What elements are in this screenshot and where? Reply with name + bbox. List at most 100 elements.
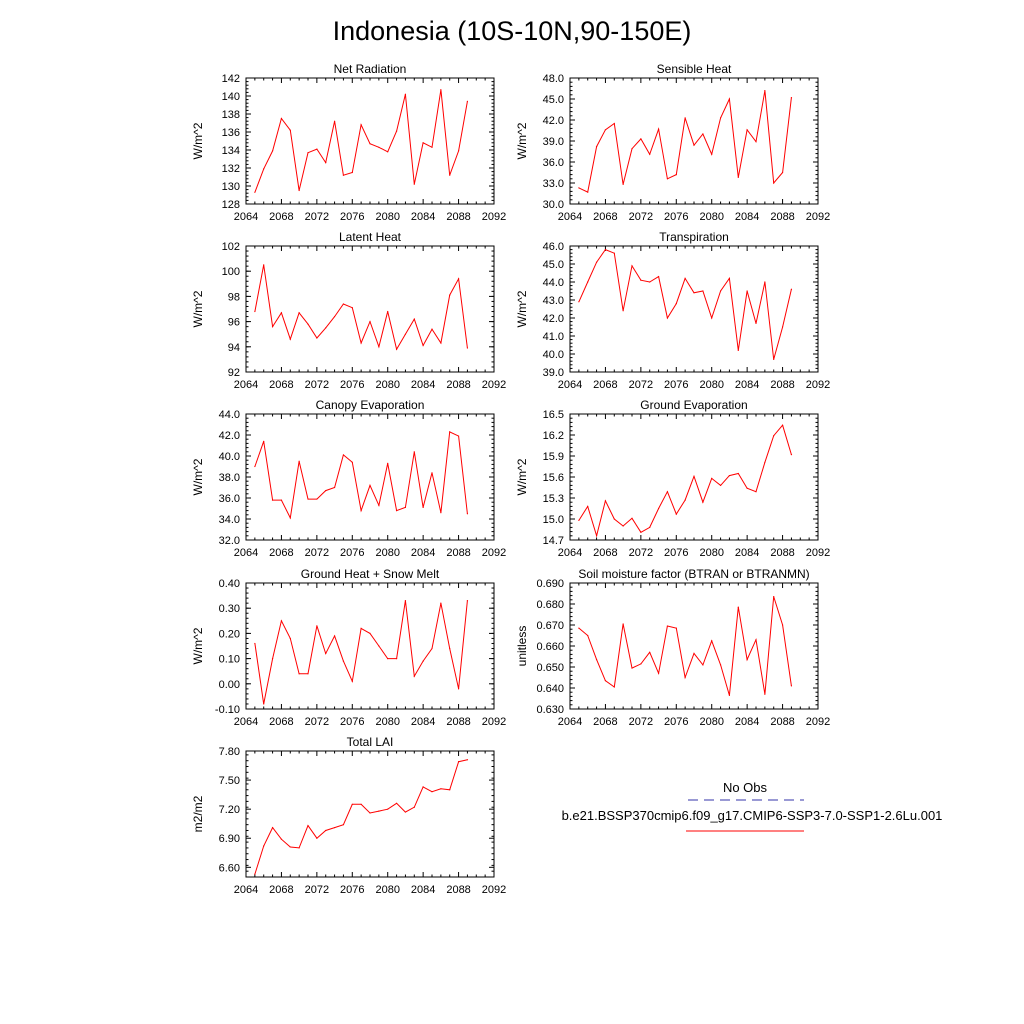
x-tick-label: 2092 xyxy=(806,716,830,728)
x-tick-label: 2068 xyxy=(593,379,617,391)
data-point xyxy=(342,174,345,176)
data-point xyxy=(351,171,353,174)
data-point xyxy=(422,660,424,662)
data-point xyxy=(466,759,469,761)
x-tick-label: 2088 xyxy=(770,211,794,223)
y-tick-label: 40.0 xyxy=(219,451,240,463)
x-tick-label: 2084 xyxy=(411,547,435,559)
data-point xyxy=(622,310,624,312)
data-point xyxy=(595,659,598,661)
y-axis-label: W/m^2 xyxy=(191,290,205,327)
legend: No Obs b.e21.BSSP370cmip6.f09_g17.CMIP6-… xyxy=(562,780,943,832)
panel-title: Soil moisture factor (BTRAN or BTRANMN) xyxy=(578,567,809,581)
y-tick-label: -0.10 xyxy=(215,704,240,716)
data-point xyxy=(289,846,291,848)
x-tick-label: 2076 xyxy=(664,211,688,223)
data-point xyxy=(378,146,380,148)
plot-frame xyxy=(245,582,495,710)
data-point xyxy=(440,512,442,514)
x-tick-label: 2064 xyxy=(234,884,258,896)
data-point xyxy=(755,639,757,641)
data-point xyxy=(666,317,669,319)
data-point xyxy=(702,501,704,503)
legend-label-run: b.e21.BSSP370cmip6.f09_g17.CMIP6-SSP3-7.… xyxy=(562,808,943,823)
data-point xyxy=(781,171,784,174)
data-point xyxy=(755,141,757,143)
y-tick-label: 39.0 xyxy=(543,136,564,148)
x-tick-label: 2088 xyxy=(446,716,470,728)
data-point xyxy=(773,182,775,184)
x-tick-label: 2084 xyxy=(735,379,759,391)
x-tick-label: 2080 xyxy=(375,211,399,223)
data-point xyxy=(457,278,460,280)
y-axis-label: W/m^2 xyxy=(515,458,529,495)
series-line xyxy=(254,431,468,520)
data-point xyxy=(422,506,424,509)
y-tick-label: 16.2 xyxy=(543,430,564,442)
data-point xyxy=(449,647,451,650)
data-point xyxy=(622,183,624,185)
panel-title: Transpiration xyxy=(659,230,729,244)
data-point xyxy=(764,461,766,463)
data-point xyxy=(604,500,607,502)
data-point xyxy=(746,290,748,292)
data-point xyxy=(604,680,607,682)
data-point xyxy=(289,637,291,640)
data-point xyxy=(387,658,389,660)
data-point xyxy=(360,124,362,126)
data-point xyxy=(325,162,327,164)
data-point xyxy=(587,281,589,283)
y-tick-label: 36.0 xyxy=(219,493,240,505)
data-point xyxy=(333,635,336,637)
y-tick-label: 0.20 xyxy=(219,628,240,640)
panel-3: Transpiration 2064 2068 2072 2076 2080 2084 208… xyxy=(515,230,830,391)
data-point xyxy=(280,620,283,622)
y-tick-label: 130 xyxy=(222,181,240,193)
data-point xyxy=(431,647,433,650)
data-point xyxy=(711,317,713,319)
y-tick-label: 96 xyxy=(228,317,240,329)
data-point xyxy=(298,673,300,675)
series-line xyxy=(578,424,792,538)
panel-title: Canopy Evaporation xyxy=(316,398,425,412)
y-tick-label: 38.0 xyxy=(219,472,240,484)
data-point xyxy=(325,490,327,492)
data-point xyxy=(271,826,274,829)
data-point xyxy=(640,531,642,533)
panel-title: Ground Evaporation xyxy=(640,398,747,412)
data-point xyxy=(657,128,660,130)
data-point xyxy=(728,694,731,696)
legend-label-no-obs: No Obs xyxy=(723,780,768,795)
data-point xyxy=(378,645,380,647)
figure-title: Indonesia (10S-10N,90-150E) xyxy=(333,16,692,46)
data-point xyxy=(693,652,695,654)
data-point xyxy=(431,472,433,474)
data-point xyxy=(737,606,739,608)
x-tick-label: 2076 xyxy=(340,547,364,559)
data-point xyxy=(431,146,433,148)
data-point xyxy=(422,142,424,144)
x-tick-label: 2072 xyxy=(629,716,653,728)
data-point xyxy=(693,144,695,146)
data-point xyxy=(254,873,256,875)
data-point xyxy=(289,338,291,340)
data-point xyxy=(395,510,398,512)
data-point xyxy=(307,323,309,325)
data-point xyxy=(790,685,793,687)
panel-title: Sensible Heat xyxy=(657,62,732,76)
y-tick-label: 14.7 xyxy=(543,535,564,547)
data-point xyxy=(271,150,274,152)
data-point xyxy=(702,290,704,292)
data-point xyxy=(631,667,633,669)
x-tick-label: 2080 xyxy=(699,379,723,391)
x-tick-label: 2072 xyxy=(305,211,329,223)
data-point xyxy=(333,826,336,829)
data-point xyxy=(342,303,345,305)
data-point xyxy=(316,837,318,839)
data-point xyxy=(422,344,424,347)
data-point xyxy=(457,150,460,152)
panel-title: Latent Heat xyxy=(339,230,402,244)
data-point xyxy=(587,505,589,507)
y-tick-label: 138 xyxy=(222,109,240,121)
panel-1: Sensible Heat 2064 2068 2072 2076 2080 2084 208… xyxy=(515,62,830,223)
